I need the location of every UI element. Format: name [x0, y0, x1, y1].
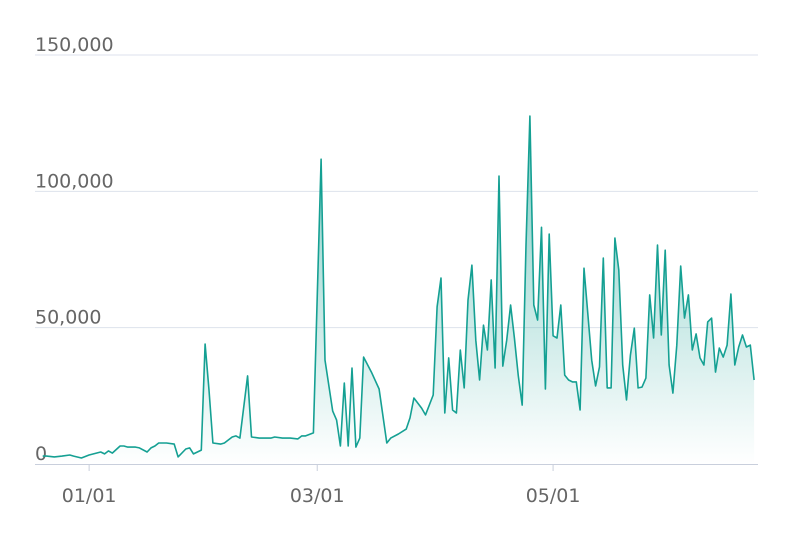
line: [42, 115, 755, 459]
y-tick-label: 150,000: [35, 34, 114, 56]
y-tick-label: 100,000: [35, 170, 114, 192]
x-tick-label: 03/01: [290, 485, 345, 507]
area-fill: [42, 116, 755, 464]
x-tick-label: 05/01: [526, 485, 581, 507]
x-tick-label: 01/01: [62, 485, 117, 507]
y-tick-label: 50,000: [35, 307, 101, 329]
